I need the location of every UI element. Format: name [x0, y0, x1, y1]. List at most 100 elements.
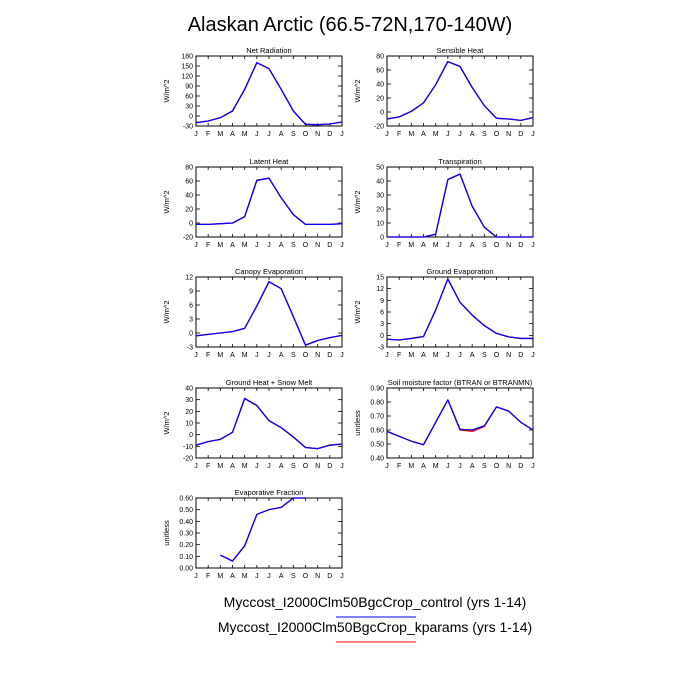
x-tick-label: D [327, 352, 332, 359]
x-tick-label: A [230, 242, 235, 249]
x-tick-label: F [397, 352, 401, 359]
series-line [387, 173, 533, 238]
x-tick-label: J [385, 352, 389, 359]
y-axis-label: W/m^2 [353, 190, 362, 213]
series-line [195, 281, 343, 346]
x-tick-label: J [458, 242, 462, 249]
x-tick-label: N [506, 242, 511, 249]
y-axis-label: W/m^2 [162, 190, 171, 213]
x-tick-label: A [470, 242, 475, 249]
panel-title: Latent Heat [250, 157, 290, 166]
x-tick-label: F [206, 463, 210, 470]
y-tick-label: 0.00 [179, 566, 193, 573]
x-tick-label: J [458, 352, 462, 359]
x-tick-label: F [206, 242, 210, 249]
x-tick-label: N [506, 463, 511, 470]
x-tick-label: M [408, 131, 414, 138]
x-tick-label: M [408, 242, 414, 249]
y-tick-label: 0.70 [370, 414, 384, 421]
x-tick-label: J [446, 463, 450, 470]
x-tick-label: J [531, 242, 535, 249]
x-tick-label: N [315, 573, 320, 580]
y-tick-label: 0.40 [179, 519, 193, 526]
series-line [386, 399, 534, 446]
y-tick-label: 0.80 [370, 400, 384, 407]
x-tick-label: O [303, 573, 309, 580]
x-tick-label: N [315, 131, 320, 138]
x-tick-label: J [385, 131, 389, 138]
y-tick-label: 0.10 [179, 554, 193, 561]
x-tick-label: N [506, 352, 511, 359]
y-axis-label: W/m^2 [353, 79, 362, 102]
y-tick-label: -20 [374, 124, 384, 131]
x-tick-label: D [518, 131, 523, 138]
series-line [386, 399, 534, 446]
y-tick-label: 3 [189, 317, 193, 324]
x-tick-label: J [446, 352, 450, 359]
series-line [220, 497, 306, 562]
x-tick-label: D [327, 242, 332, 249]
x-tick-label: F [397, 242, 401, 249]
y-axis-label: W/m^2 [162, 300, 171, 323]
series-line [195, 397, 343, 450]
x-tick-label: J [446, 242, 450, 249]
x-tick-label: A [279, 352, 284, 359]
x-tick-label: N [315, 463, 320, 470]
main-title: Alaskan Arctic (66.5-72N,170-140W) [188, 14, 513, 36]
x-tick-label: O [494, 242, 500, 249]
x-tick-label: J [194, 463, 198, 470]
x-tick-label: M [217, 242, 223, 249]
x-tick-label: S [291, 463, 296, 470]
y-tick-label: 120 [181, 74, 193, 81]
y-tick-label: 30 [185, 104, 193, 111]
panel-title: Ground Evaporation [426, 267, 493, 276]
x-tick-label: S [482, 242, 487, 249]
x-tick-label: M [242, 463, 248, 470]
x-tick-label: F [206, 131, 210, 138]
x-tick-label: M [433, 463, 439, 470]
x-tick-label: M [217, 131, 223, 138]
y-tick-label: 0.50 [179, 507, 193, 514]
y-tick-label: 20 [185, 207, 193, 214]
series-line [386, 278, 533, 341]
x-tick-label: S [291, 573, 296, 580]
y-tick-label: 12 [376, 286, 384, 293]
y-axis-label: W/m^2 [162, 411, 171, 434]
legend: Myccost_I2000Clm50BgcCrop_control (yrs 1… [218, 594, 532, 643]
x-tick-label: A [421, 352, 426, 359]
series-line [195, 281, 343, 346]
x-tick-label: D [327, 463, 332, 470]
x-tick-label: O [303, 352, 309, 359]
x-tick-label: J [267, 242, 271, 249]
series-line [386, 60, 534, 122]
x-tick-label: A [230, 573, 235, 580]
x-tick-label: A [421, 242, 426, 249]
x-tick-label: F [397, 131, 401, 138]
x-tick-label: J [340, 242, 344, 249]
x-tick-label: A [421, 131, 426, 138]
x-tick-label: O [303, 131, 309, 138]
y-tick-label: 6 [189, 303, 193, 310]
x-tick-label: J [267, 463, 271, 470]
x-tick-label: S [291, 242, 296, 249]
x-tick-label: F [206, 352, 210, 359]
y-tick-label: 60 [185, 179, 193, 186]
x-tick-label: A [230, 352, 235, 359]
y-tick-label: 10 [376, 221, 384, 228]
panel-title: Evaporative Fraction [235, 488, 304, 497]
x-tick-label: M [242, 352, 248, 359]
y-tick-label: 0.20 [179, 542, 193, 549]
x-tick-label: M [217, 352, 223, 359]
x-tick-label: N [506, 131, 511, 138]
x-tick-label: M [433, 242, 439, 249]
x-tick-label: O [303, 463, 309, 470]
x-tick-label: O [494, 131, 500, 138]
y-tick-label: 40 [185, 386, 193, 393]
x-tick-label: J [458, 463, 462, 470]
x-tick-label: D [327, 131, 332, 138]
plot-frame [386, 276, 534, 348]
x-tick-label: J [385, 463, 389, 470]
